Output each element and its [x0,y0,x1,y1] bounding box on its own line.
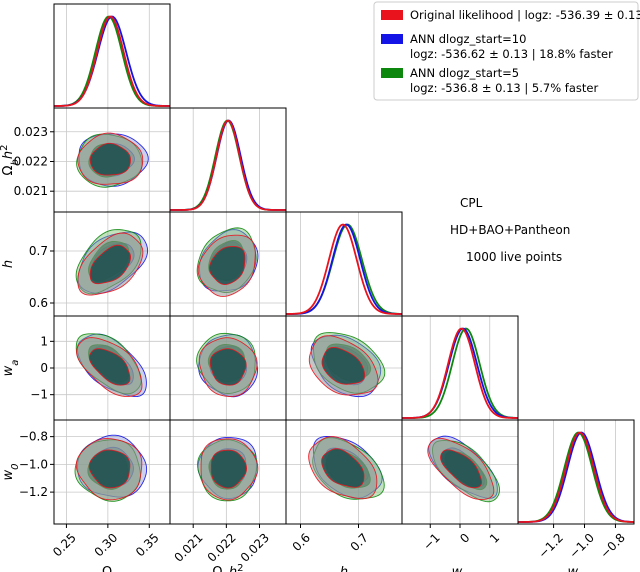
x-axis-label-om: Ωm [102,565,122,572]
x-axis-label-h: h [340,565,348,572]
legend-label-1-line2: logz: -536.62 ± 0.13 | 18.8% faster [410,47,613,61]
marginal-h-0 [286,223,402,315]
contour-1sigma-obh2-w0-0 [210,449,248,489]
x-tick-label-om: 0.35 [133,531,162,560]
legend-label-0: Original likelihood | logz: -536.39 ± 0.… [410,8,640,22]
contour-1sigma-wa-w0-0 [440,449,483,489]
panel-wa-w0 [401,419,519,525]
x-tick-label-w0: −1.0 [566,531,597,562]
panel-om-h [53,211,171,317]
annotation-0: CPL [460,196,483,210]
panel-obh2-obh2 [169,107,287,213]
x-axis-label-w0: w0 [567,565,584,572]
contour-1sigma-om-obh2-0 [89,142,131,176]
x-axis-label-wa: wa [452,565,469,572]
panel-obh2-w0 [169,419,287,525]
legend-label-1: ANN dlogz_start=10 [410,32,526,46]
y-tick-label-w0: −1.0 [19,457,48,471]
contour-1sigma-om-w0-0 [88,449,131,489]
legend-box [373,1,639,101]
x-tick-label-w0: −1.2 [536,531,567,562]
panel-h-wa [285,315,403,421]
contour-1sigma-om-h-0 [89,244,131,285]
x-axis-label-obh2: Ωbh2 [213,563,244,572]
x-tick-label-h: 0.7 [348,531,371,554]
panel-obh2-h [169,211,287,317]
legend-swatch-1 [381,34,403,44]
marginal-w0-0 [518,431,634,523]
annotation-2: 1000 live points [466,250,562,264]
contour-1sigma-obh2-wa-0 [209,348,247,386]
legend: Original likelihood | logz: -536.39 ± 0.… [373,1,640,101]
legend-swatch-2 [381,68,403,78]
legend-label-2: ANN dlogz_start=5 [410,66,519,80]
panel-frame [517,419,635,525]
contour-1sigma-obh2-h-0 [209,246,246,285]
panel-w0-w0 [517,419,635,525]
x-tick-label-om: 0.25 [50,531,79,560]
contour-1sigma-h-wa-0 [321,346,366,385]
panel-om-wa [53,315,171,421]
x-tick-label-wa: 1 [487,531,502,546]
axis-labels: Ωbh2 h wa Ωm w0 Ωbh2 h wa w0 [0,145,584,572]
x-tick-label-om: 0.30 [92,531,121,560]
y-tick-label-h: 0.7 [29,244,48,258]
x-tick-label-obh2: 0.023 [238,531,272,565]
y-tick-label-wa: 1 [40,334,48,348]
x-tick-label-wa: 0 [457,531,472,546]
y-axis-label-obh2: Ωbh2 [0,145,21,176]
x-tick-label-wa: −1 [420,531,442,553]
panel-om-obh2 [53,107,171,213]
marginal-om-0 [54,15,170,107]
y-tick-label-obh2: 0.023 [14,125,48,139]
legend-swatch-0 [381,10,403,20]
panel-h-w0 [285,419,403,525]
y-tick-label-h: 0.6 [29,296,48,310]
panel-wa-wa [401,315,519,421]
legend-label-2-line2: logz: -536.8 ± 0.13 | 5.7% faster [410,81,598,95]
x-tick-label-h: 0.6 [290,531,313,554]
contour-1sigma-h-w0-0 [321,448,365,488]
y-tick-label-wa: 0 [40,361,48,375]
panel-h-h [285,211,403,317]
x-tick-label-obh2: 0.022 [205,531,239,565]
x-tick-label-obh2: 0.021 [171,531,205,565]
y-tick-label-w0: −1.2 [19,485,48,499]
marginal-wa-0 [402,327,518,419]
annotations: CPL HD+BAO+Pantheon 1000 live points [450,196,570,264]
y-axis-label-wa: wa [1,360,21,377]
y-tick-label-obh2: 0.022 [14,154,48,168]
panel-om-w0 [53,419,171,525]
y-tick-label-obh2: 0.021 [14,184,48,198]
x-tick-label-w0: −0.8 [597,531,628,562]
y-axis-label-w0: w0 [1,463,21,480]
y-tick-label-wa: −1 [30,388,48,402]
contour-1sigma-om-wa-0 [88,348,131,386]
y-axis-label-h: h [1,260,16,268]
panel-obh2-wa [169,315,287,421]
y-tick-label-w0: −0.8 [19,430,48,444]
marginal-obh2-0 [170,119,286,211]
panels [53,3,635,525]
annotation-1: HD+BAO+Pantheon [450,223,570,237]
panel-om-om [53,3,171,109]
